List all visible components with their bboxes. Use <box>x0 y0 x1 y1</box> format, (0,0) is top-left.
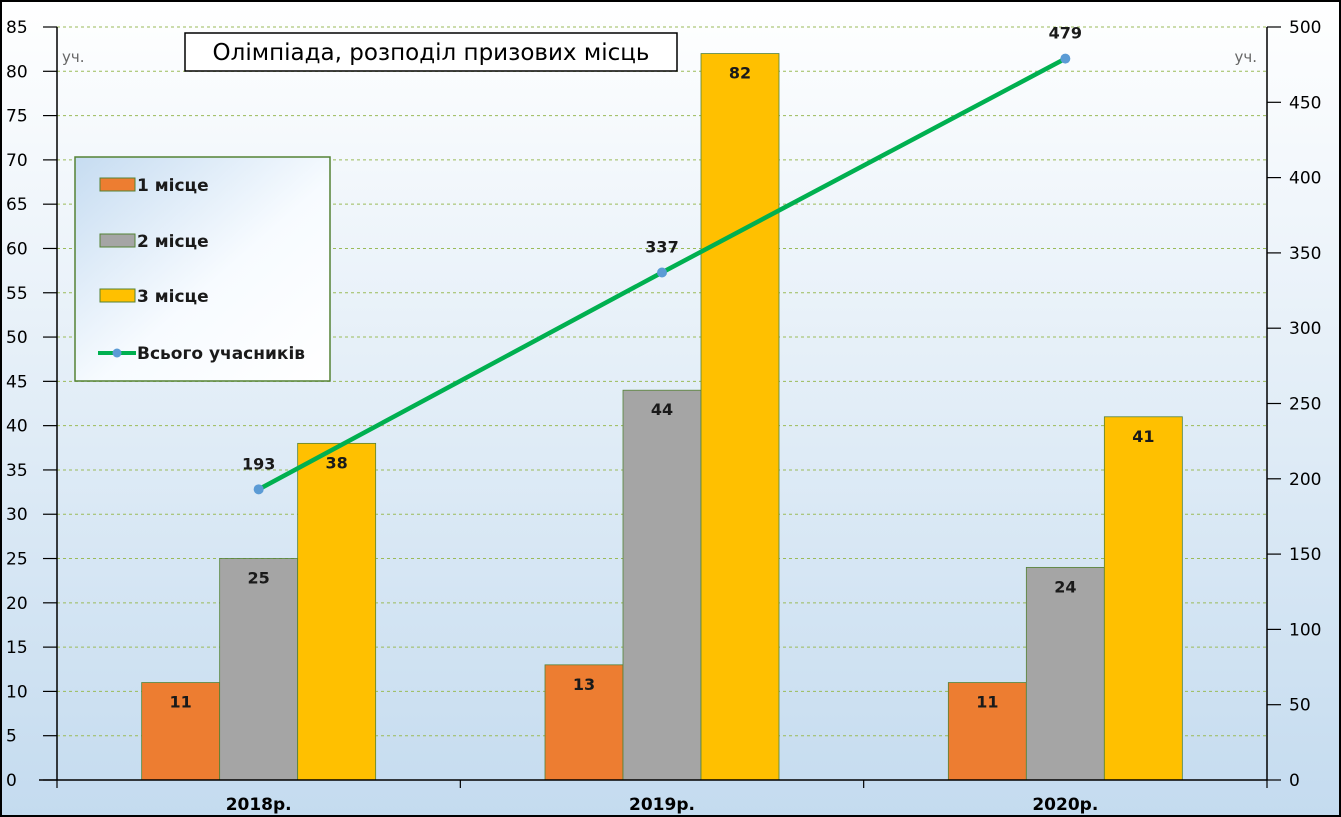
legend-item-1: 1 місце <box>99 176 209 196</box>
x-category-label-3: 2020р. <box>1032 795 1098 815</box>
bar-label-3-3: 41 <box>1132 427 1154 446</box>
right-tick-label-10: 500 <box>1289 18 1321 38</box>
left-axis-unit: уч. <box>62 48 85 66</box>
right-tick-label-4: 200 <box>1289 470 1321 490</box>
left-tick-label-2: 10 <box>6 682 28 702</box>
x-category-label-2: 2019р. <box>629 795 695 815</box>
legend-swatch-3 <box>99 288 136 303</box>
line-label-3: 479 <box>1049 24 1082 43</box>
legend-label-2: 2 місце <box>137 232 209 252</box>
left-tick-label-8: 40 <box>6 417 28 437</box>
right-tick-label-0: 0 <box>1289 771 1300 791</box>
legend-item-3: 3 місце <box>99 287 209 307</box>
left-tick-label-0: 0 <box>6 771 17 791</box>
line-series <box>253 53 1071 495</box>
legend-label-1: 1 місце <box>137 176 209 196</box>
chart-title: Олімпіада, розподіл призових місць <box>213 40 650 66</box>
bar-1-3 <box>947 682 1027 781</box>
bar-3-1 <box>297 442 377 781</box>
legend-swatch-2 <box>99 233 136 248</box>
right-tick-label-3: 150 <box>1289 545 1321 565</box>
left-tick-label-10: 50 <box>6 328 28 348</box>
bar-1-2 <box>544 664 624 781</box>
axes: 0 5 10 15 20 25 30 35 40 45 50 55 60 65 70 75 80 85 0 50 100… <box>6 18 1321 815</box>
bars <box>141 53 1183 781</box>
left-tick-label-1: 5 <box>6 727 17 747</box>
bar-label-2-3: 24 <box>1054 577 1076 596</box>
left-tick-label-12: 60 <box>6 239 28 259</box>
left-tick-label-3: 15 <box>6 638 28 658</box>
legend-label-line: Всього учасників <box>137 344 305 364</box>
left-tick-label-4: 20 <box>6 594 28 614</box>
legend-label-3: 3 місце <box>137 287 209 307</box>
legend-item-line: Всього учасників <box>98 344 305 364</box>
legend-swatch-1 <box>99 177 136 192</box>
left-tick-label-17: 85 <box>6 18 28 38</box>
x-category-label-1: 2018р. <box>226 795 292 815</box>
right-tick-label-8: 400 <box>1289 169 1321 189</box>
bar-label-3-2: 82 <box>729 64 751 83</box>
left-tick-label-7: 35 <box>6 461 28 481</box>
left-tick-label-5: 25 <box>6 550 28 570</box>
bar-label-3-1: 38 <box>326 453 348 472</box>
legend-line-marker <box>112 348 122 358</box>
left-tick-label-16: 80 <box>6 62 28 82</box>
bar-label-1-1: 11 <box>170 693 192 712</box>
bar-3-3 <box>1103 416 1183 781</box>
line-marker-3 <box>1060 53 1071 64</box>
bar-label-2-2: 44 <box>651 400 673 419</box>
left-tick-label-9: 45 <box>6 372 28 392</box>
line-label-2: 337 <box>645 237 678 256</box>
data-labels: 11 25 38 13 44 82 11 24 41 193 337 479 <box>170 24 1155 712</box>
line-marker-1 <box>253 484 264 495</box>
line-marker-2 <box>657 267 667 278</box>
bar-2-1 <box>219 558 299 781</box>
bar-3-2 <box>700 53 780 781</box>
chart-title-box: Олімпіада, розподіл призових місць <box>184 32 678 72</box>
right-tick-label-2: 100 <box>1289 620 1321 640</box>
left-tick-label-13: 65 <box>6 195 28 215</box>
left-tick-label-11: 55 <box>6 284 28 304</box>
left-tick-label-14: 70 <box>6 151 28 171</box>
right-axis-unit: уч. <box>1234 48 1257 66</box>
right-tick-label-9: 450 <box>1289 93 1321 113</box>
legend-item-2: 2 місце <box>99 232 209 252</box>
chart-title-frame <box>184 32 678 72</box>
bar-label-2-1: 25 <box>248 569 270 588</box>
bar-2-3 <box>1025 566 1105 781</box>
bar-2-2 <box>622 389 702 781</box>
left-tick-label-6: 30 <box>6 505 28 525</box>
right-tick-label-5: 250 <box>1289 395 1321 415</box>
line-label-1: 193 <box>242 454 275 473</box>
legend-frame <box>74 156 331 382</box>
legend: 1 місце 2 місце 3 місце Всього учасників <box>74 156 331 382</box>
left-tick-label-15: 75 <box>6 107 28 127</box>
right-tick-label-1: 50 <box>1289 696 1311 716</box>
right-tick-label-6: 300 <box>1289 319 1321 339</box>
bar-label-1-2: 13 <box>573 675 595 694</box>
right-tick-label-7: 350 <box>1289 244 1321 264</box>
bar-label-1-3: 11 <box>976 693 998 712</box>
